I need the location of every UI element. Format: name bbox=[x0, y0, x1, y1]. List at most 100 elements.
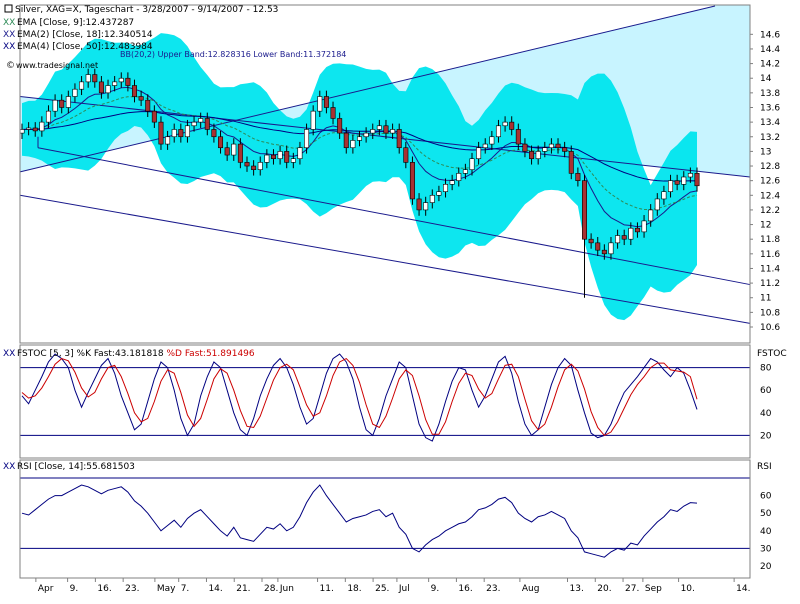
candle-body bbox=[621, 235, 627, 240]
candle bbox=[694, 167, 700, 192]
candle bbox=[416, 193, 422, 216]
stoch-side-label: FSTOC bbox=[757, 349, 787, 359]
candle bbox=[118, 72, 124, 88]
candle-body bbox=[32, 127, 38, 132]
candle-body bbox=[264, 154, 270, 163]
rsi-tick-label: 30 bbox=[760, 544, 772, 554]
candle-body bbox=[661, 191, 667, 200]
stoch-legend-icon: XX bbox=[3, 349, 15, 359]
price-tick-label: 11.6 bbox=[760, 250, 780, 260]
bands-legend: BB(20,2) Upper Band:12.828316 Lower Band… bbox=[120, 50, 346, 59]
candle-body bbox=[184, 125, 190, 138]
candle-body bbox=[204, 118, 210, 130]
candle bbox=[575, 167, 581, 187]
candle bbox=[562, 141, 568, 158]
candle-body bbox=[509, 121, 515, 130]
candle-body bbox=[694, 173, 700, 187]
candle bbox=[654, 193, 660, 216]
candle bbox=[98, 76, 104, 99]
candle-body bbox=[615, 235, 621, 244]
candle bbox=[628, 222, 634, 246]
candle bbox=[39, 116, 45, 137]
candle-body bbox=[251, 165, 257, 170]
candle bbox=[687, 167, 693, 183]
candle-body bbox=[356, 136, 362, 141]
candle bbox=[429, 189, 435, 209]
candle-body bbox=[403, 147, 409, 163]
time-tick-label: Jul bbox=[398, 584, 410, 594]
candle bbox=[85, 68, 91, 88]
candle bbox=[79, 76, 85, 96]
candle-body bbox=[59, 99, 65, 108]
candle-body bbox=[125, 77, 131, 86]
candle bbox=[317, 90, 323, 117]
candle bbox=[165, 130, 171, 150]
candle-body bbox=[85, 74, 91, 83]
candle-body bbox=[601, 249, 607, 255]
time-tick-label: 10. bbox=[681, 584, 695, 594]
stoch-tick-label: 40 bbox=[760, 409, 772, 419]
candle bbox=[59, 94, 65, 114]
candle bbox=[363, 127, 369, 143]
candle-body bbox=[396, 129, 402, 149]
candle bbox=[323, 90, 329, 114]
candle-body bbox=[429, 194, 435, 203]
candle bbox=[456, 167, 462, 187]
rsi-tick-label: 50 bbox=[760, 509, 772, 519]
time-tick-label: 9. bbox=[431, 584, 440, 594]
candle bbox=[184, 119, 190, 143]
price-legend: Silver, XAG=X, Tageschart - 3/28/2007 - … bbox=[3, 4, 346, 71]
candle bbox=[277, 145, 283, 165]
candle bbox=[568, 145, 574, 180]
candle bbox=[668, 174, 674, 198]
candle bbox=[601, 244, 607, 260]
candle-body bbox=[277, 151, 283, 160]
time-tick-label: 18. bbox=[347, 584, 361, 594]
candle-body bbox=[668, 180, 674, 192]
bollinger-band bbox=[22, 33, 697, 321]
candle bbox=[343, 127, 349, 154]
rsi-line bbox=[21, 484, 698, 558]
time-tick-label: 23. bbox=[125, 584, 139, 594]
ema2-legend: EMA(2) [Close, 18]:12.340514 bbox=[17, 30, 153, 40]
candle-body bbox=[423, 202, 429, 211]
candle-body bbox=[443, 184, 449, 192]
candle bbox=[264, 149, 270, 169]
candle-body bbox=[323, 96, 329, 108]
candle-body bbox=[191, 121, 197, 127]
rsi-legend-icon: XX bbox=[3, 462, 15, 472]
price-tick-label: 14.4 bbox=[760, 45, 780, 55]
candle-body bbox=[26, 127, 32, 130]
candle bbox=[72, 83, 78, 103]
candle-body bbox=[687, 173, 693, 178]
candle bbox=[595, 237, 601, 257]
candle bbox=[125, 72, 131, 92]
price-tick-label: 11.8 bbox=[760, 235, 780, 245]
candle-body bbox=[171, 129, 177, 138]
candle bbox=[218, 130, 224, 154]
price-tick-label: 14.6 bbox=[760, 30, 780, 40]
candle bbox=[489, 130, 495, 150]
candle bbox=[138, 90, 144, 107]
price-tick-label: 12.2 bbox=[760, 206, 780, 216]
time-tick-label: 16. bbox=[97, 584, 111, 594]
price-tick-label: 11 bbox=[760, 294, 771, 304]
candle-body bbox=[337, 118, 343, 134]
candle bbox=[390, 123, 396, 139]
candle bbox=[634, 222, 640, 238]
candle-body bbox=[515, 129, 521, 145]
time-tick-label: 23. bbox=[486, 584, 500, 594]
candle bbox=[45, 105, 51, 128]
candle-body bbox=[595, 242, 601, 251]
candle-body bbox=[409, 162, 415, 200]
rising-trend-line bbox=[19, 5, 716, 173]
time-tick-label: 16. bbox=[458, 584, 472, 594]
candle-body bbox=[555, 143, 561, 149]
candle-body bbox=[581, 180, 587, 240]
time-tick-label: 14. bbox=[208, 584, 222, 594]
candle-body bbox=[237, 143, 243, 163]
candle bbox=[356, 130, 362, 147]
candle bbox=[529, 145, 535, 165]
